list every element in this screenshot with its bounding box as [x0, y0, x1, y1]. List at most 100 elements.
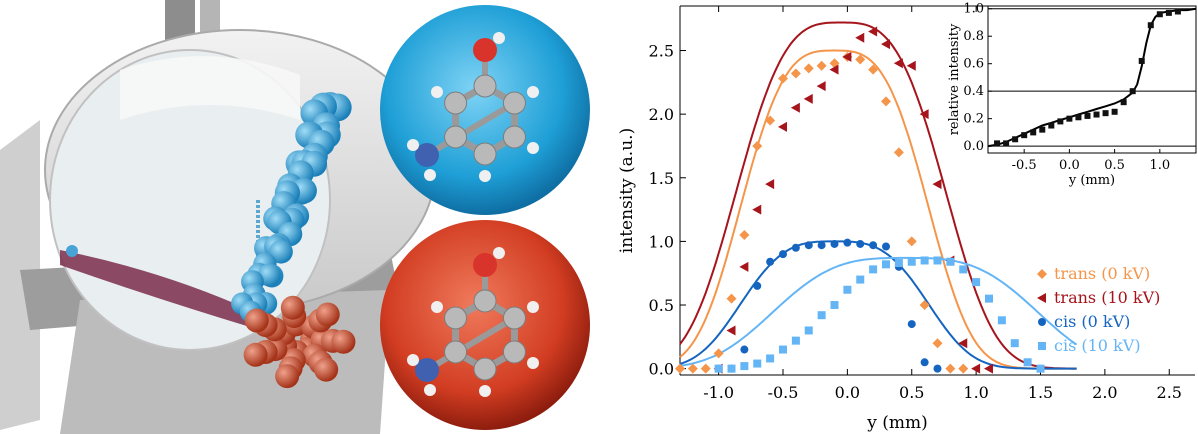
y-tick-label: 0.5 — [649, 296, 674, 315]
inset-data-point — [1012, 136, 1019, 143]
inset-x-tick-label: -0.5 — [1012, 158, 1037, 173]
y-tick-label: 1.0 — [649, 232, 674, 251]
data-point — [765, 179, 775, 190]
data-point — [700, 363, 711, 374]
x-axis-label: y (mm) — [866, 413, 928, 433]
data-point — [906, 60, 916, 71]
beam-molecule-red — [314, 357, 339, 382]
inset-data-point — [1039, 126, 1046, 133]
data-point — [727, 364, 736, 373]
x-tick-label: -0.5 — [768, 383, 799, 402]
data-point — [933, 256, 942, 265]
legend: trans (0 kV) trans (10 kV) cis (0 kV) cis (… — [1037, 264, 1160, 355]
fit-line — [679, 240, 1077, 370]
data-point — [855, 32, 865, 43]
data-point — [882, 260, 890, 269]
molecular-beam-illustration — [0, 0, 590, 434]
x-tick-label: 2.0 — [1092, 383, 1117, 402]
x-tick-label: 1.0 — [963, 383, 988, 402]
x-tick-label: 2.5 — [1157, 383, 1182, 402]
inset-data-point — [1048, 122, 1055, 129]
legend-marker — [1038, 318, 1046, 326]
data-point — [958, 338, 968, 349]
beam-molecule-red — [244, 308, 269, 333]
data-point — [919, 109, 929, 120]
data-point — [791, 243, 800, 252]
data-point — [894, 259, 903, 268]
data-point — [920, 256, 929, 265]
data-point — [881, 39, 890, 50]
data-point — [971, 363, 981, 374]
data-point — [803, 63, 814, 74]
data-point — [687, 363, 698, 374]
inset-y-axis-label: relative intensity — [947, 23, 962, 135]
data-point — [855, 54, 866, 65]
inset-data-point — [1030, 129, 1037, 136]
beam-molecule-red — [280, 295, 305, 320]
data-point — [869, 265, 878, 274]
data-point — [869, 241, 878, 250]
data-point — [919, 300, 930, 311]
data-point — [868, 26, 878, 37]
data-point — [830, 239, 839, 248]
inset-data-point — [1057, 118, 1064, 125]
data-point — [881, 96, 891, 107]
legend-label: trans (10 kV) — [1054, 288, 1160, 307]
data-point — [739, 230, 750, 241]
data-point — [752, 140, 763, 151]
data-point — [856, 239, 865, 248]
data-point — [791, 336, 800, 345]
data-point — [779, 345, 787, 354]
data-point — [893, 58, 903, 69]
inset-data-point — [1066, 115, 1073, 122]
data-point — [766, 257, 775, 266]
data-point — [713, 348, 724, 359]
y-axis-label: intensity (a.u.) — [617, 128, 637, 253]
data-point — [779, 250, 787, 259]
data-point — [985, 294, 993, 303]
legend-label: cis (0 kV) — [1054, 312, 1130, 331]
inset-data-point — [1129, 88, 1136, 95]
deflection-profile-chart: -1.0 -0.5 0.0 0.5 1.0 1.5 2.0 2.5 0.0 0.5 1.0 1.5 2.… — [617, 2, 1197, 433]
inset-data-point — [1165, 9, 1172, 16]
inset-x-tick-label: 0.5 — [1104, 158, 1125, 173]
data-point — [842, 51, 852, 62]
legend-marker — [1037, 269, 1047, 279]
data-point — [726, 293, 737, 304]
inset-data-point — [1147, 22, 1154, 29]
data-point — [843, 285, 852, 294]
x-tick-label: 1.5 — [1028, 383, 1053, 402]
data-point — [932, 179, 942, 190]
inset-x-axis-label: y (mm) — [1068, 173, 1115, 188]
data-point — [906, 236, 917, 247]
data-point — [753, 281, 762, 290]
inset-data-point — [1120, 99, 1127, 106]
data-point — [932, 338, 943, 349]
data-point — [766, 354, 775, 363]
beam-molecule-red — [243, 342, 268, 367]
data-point — [817, 241, 826, 250]
data-point — [958, 363, 969, 374]
data-point — [945, 363, 956, 374]
data-point — [946, 257, 955, 266]
main-plot: -1.0 -0.5 0.0 0.5 1.0 1.5 2.0 2.5 0.0 0.5 1.0 1.5 2.… — [617, 5, 1195, 433]
beam-molecule-red — [275, 364, 300, 389]
trans-molecule-sphere — [380, 220, 590, 430]
data-point — [1036, 364, 1045, 373]
beam-molecule-red — [331, 329, 356, 354]
data-point — [790, 102, 800, 113]
y-tick-label: 2.0 — [649, 105, 674, 124]
data-point — [1010, 339, 1019, 348]
inset-x-tick-label: 0.0 — [1059, 158, 1080, 173]
data-point — [753, 359, 762, 368]
data-point — [984, 363, 993, 374]
aminophenol-molecule-icon — [407, 32, 539, 182]
inset-y-tick-label: 0.4 — [963, 84, 984, 99]
inset-y-tick-label: 1.0 — [963, 2, 984, 17]
inset-frame — [987, 5, 1197, 154]
aminophenol-molecule-icon — [407, 247, 539, 397]
data-point — [804, 326, 813, 335]
data-point — [1023, 358, 1032, 367]
x-tick-label: 0.5 — [899, 383, 924, 402]
x-tick-label: -1.0 — [703, 383, 734, 402]
